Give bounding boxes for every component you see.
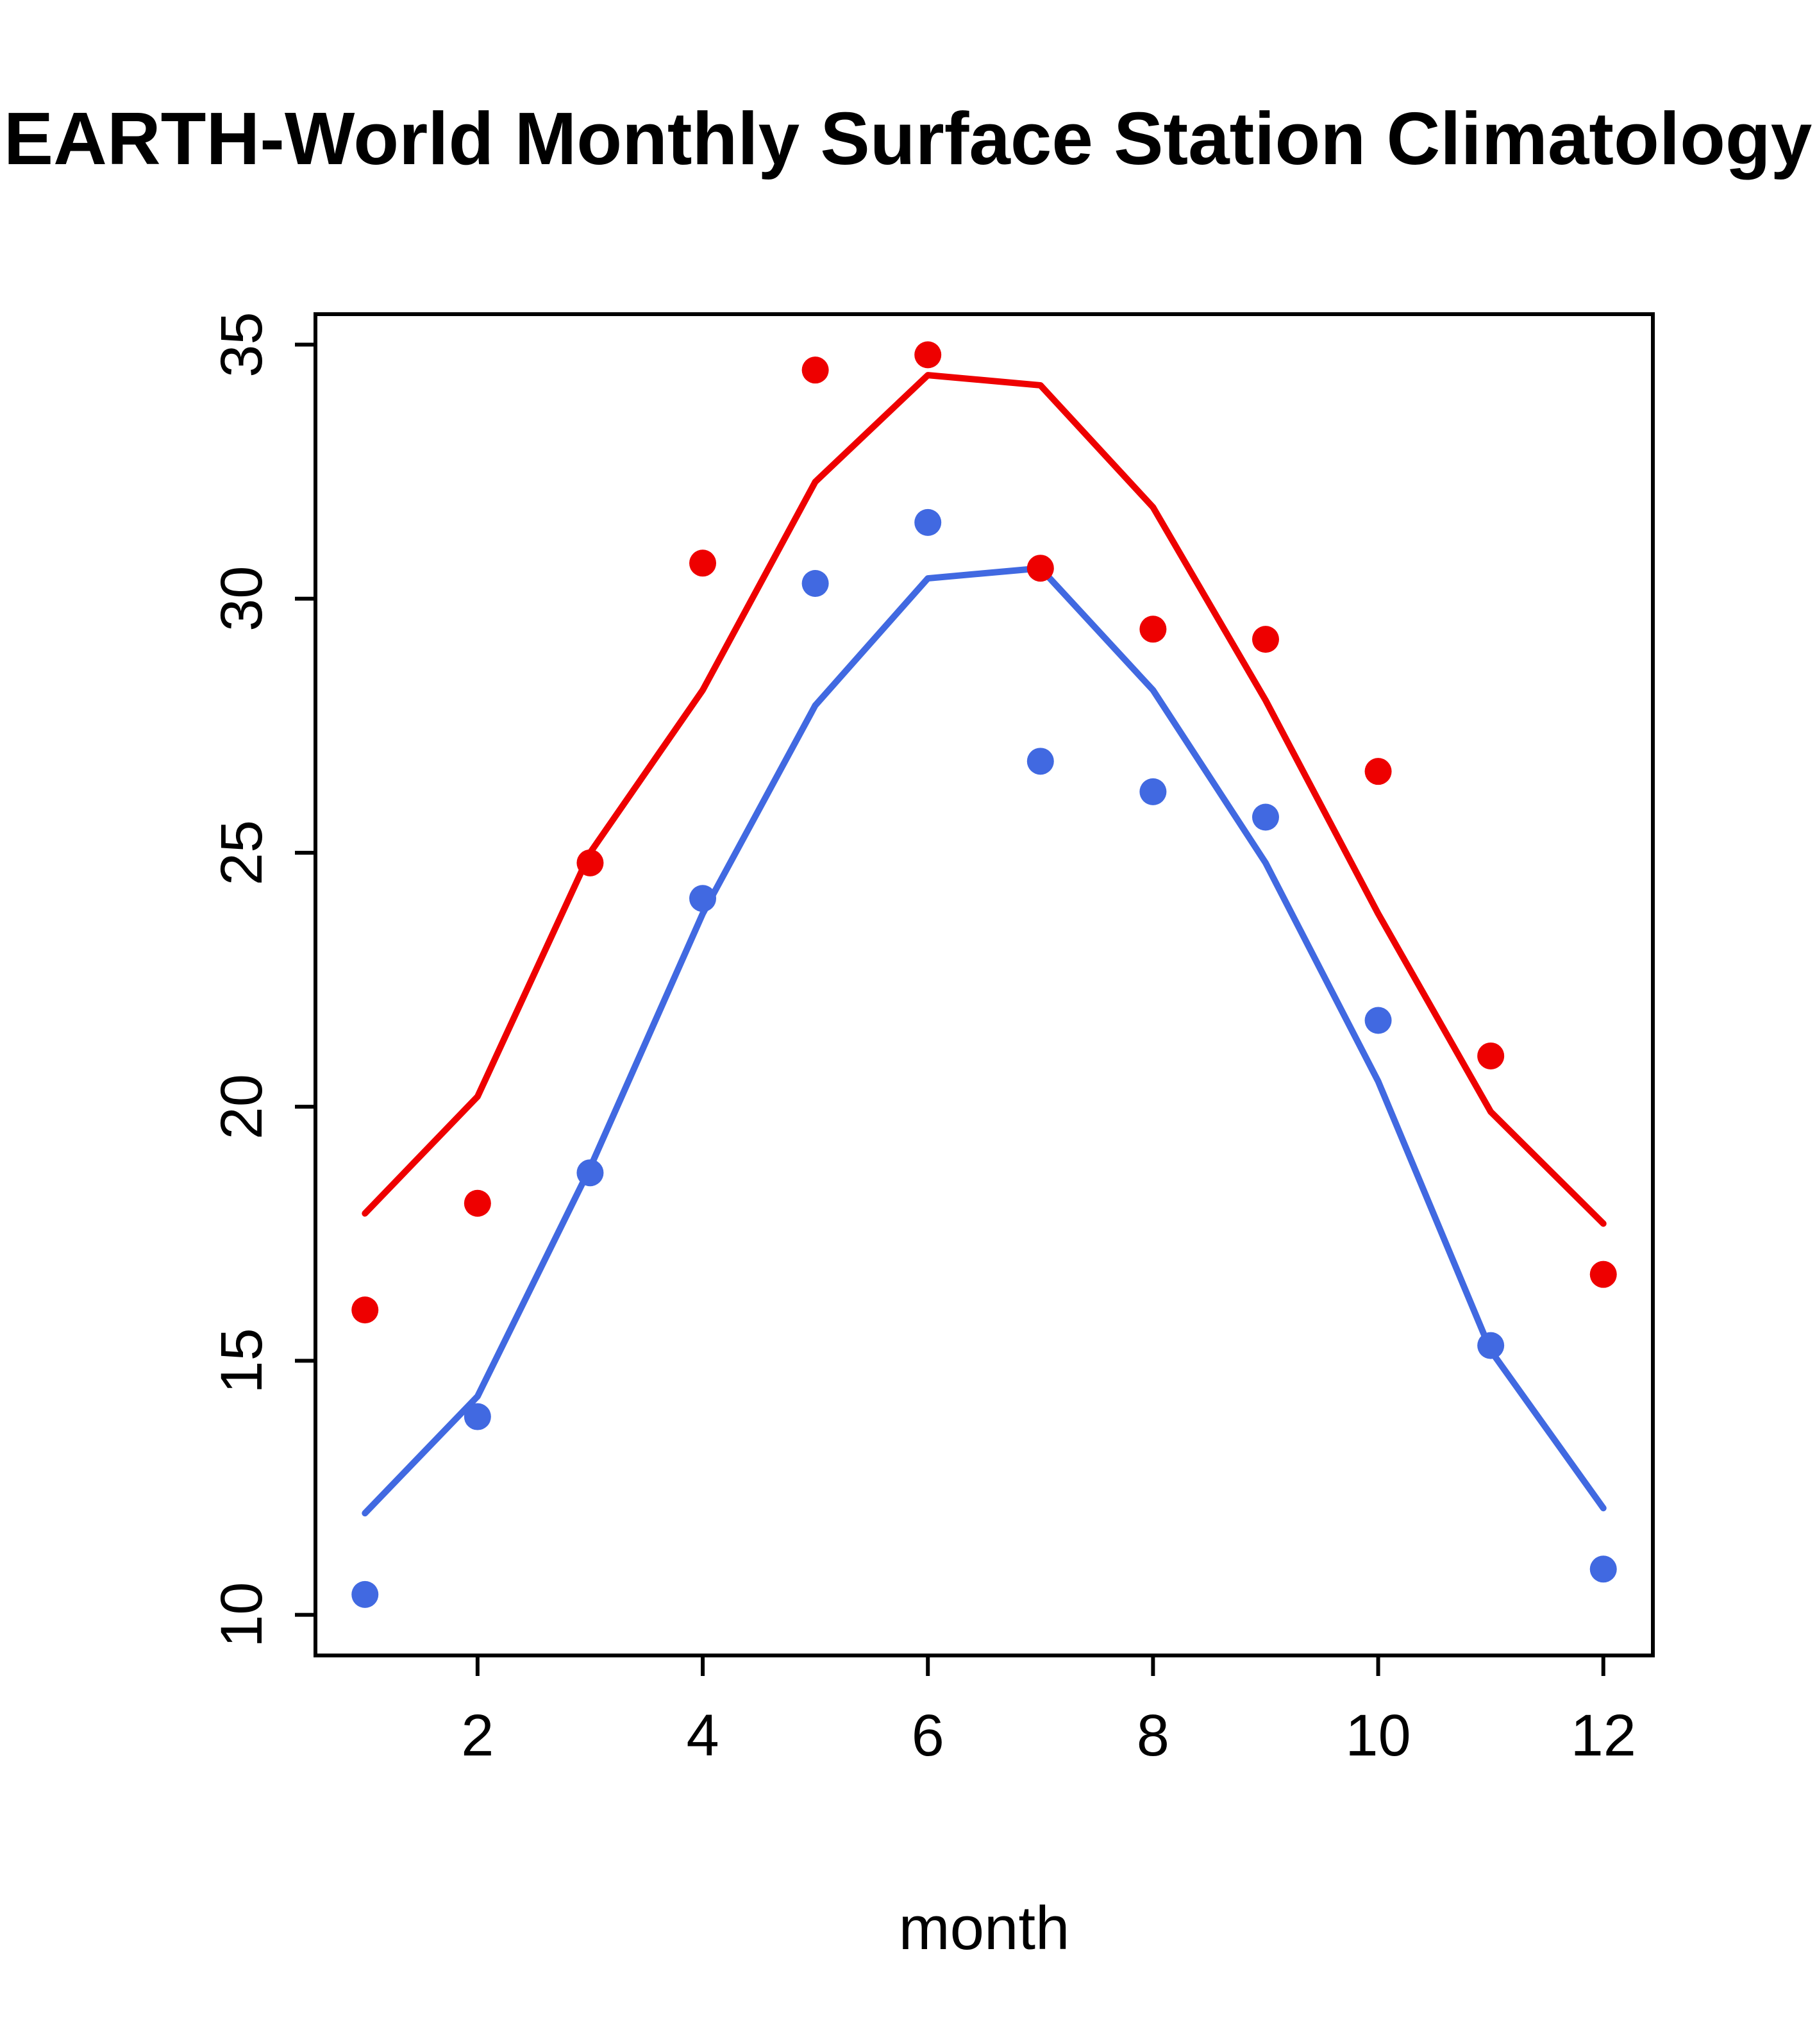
red-points-marker <box>1026 555 1054 582</box>
red-points-marker <box>801 356 829 384</box>
red-line <box>362 372 1607 1227</box>
y-tick-label: 30 <box>209 566 274 632</box>
y-tick-label: 35 <box>209 312 274 377</box>
red-points-marker <box>1139 616 1167 643</box>
red-points-marker <box>351 1296 379 1324</box>
plot-box <box>314 312 1655 1657</box>
blue-points-marker <box>801 569 829 597</box>
y-tick-label: 20 <box>209 1074 274 1139</box>
x-tick-label: 2 <box>461 1703 494 1768</box>
red-points-marker <box>689 549 717 577</box>
blue-points-marker <box>1364 1007 1392 1034</box>
blue-points-marker <box>1252 803 1279 831</box>
blue-points-marker <box>1477 1332 1505 1359</box>
y-tick-label: 10 <box>209 1582 274 1647</box>
x-tick-label: 6 <box>912 1703 944 1768</box>
chart-title: EARTH-World Monthly Surface Station Clim… <box>4 97 1813 180</box>
red-points-marker <box>1589 1261 1617 1288</box>
blue-points-marker <box>689 885 717 912</box>
red-points-marker <box>1252 626 1279 653</box>
red-points-marker <box>576 849 604 876</box>
blue-points-marker <box>1026 748 1054 775</box>
blue-points-marker <box>914 508 942 536</box>
blue-line <box>362 565 1607 1517</box>
red-points-marker <box>914 341 942 369</box>
red-points-marker <box>464 1189 491 1217</box>
x-tick-label: 10 <box>1345 1703 1411 1768</box>
blue-points-marker <box>1589 1555 1617 1583</box>
y-tick-label: 15 <box>209 1328 274 1393</box>
blue-points-marker <box>1139 778 1167 805</box>
x-axis-label: month <box>899 1894 1070 1963</box>
red-points-marker <box>1364 758 1392 785</box>
red-points-marker <box>1477 1042 1505 1069</box>
y-tick-label: 25 <box>209 820 274 885</box>
x-tick-label: 4 <box>686 1703 719 1768</box>
x-tick-label: 12 <box>1571 1703 1636 1768</box>
blue-points-marker <box>351 1580 379 1608</box>
x-tick-label: 8 <box>1137 1703 1169 1768</box>
blue-points-marker <box>464 1403 491 1430</box>
blue-points-marker <box>576 1159 604 1187</box>
